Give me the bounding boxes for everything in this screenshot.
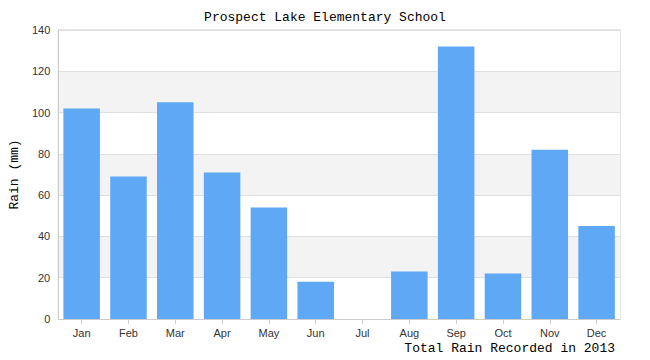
svg-text:80: 80 <box>38 148 50 160</box>
svg-text:Mar: Mar <box>166 327 185 339</box>
svg-text:Total Rain Recorded in 2013: Total Rain Recorded in 2013 <box>404 341 615 356</box>
svg-text:Jun: Jun <box>307 327 325 339</box>
svg-text:100: 100 <box>32 107 50 119</box>
svg-text:120: 120 <box>32 65 50 77</box>
svg-text:Aug: Aug <box>400 327 420 339</box>
svg-text:Apr: Apr <box>214 327 231 339</box>
svg-text:Feb: Feb <box>119 327 138 339</box>
svg-text:Sep: Sep <box>446 327 466 339</box>
svg-text:May: May <box>259 327 280 339</box>
svg-text:40: 40 <box>38 230 50 242</box>
svg-text:Dec: Dec <box>587 327 607 339</box>
svg-text:Prospect Lake Elementary Schoo: Prospect Lake Elementary School <box>204 10 446 25</box>
svg-text:Jan: Jan <box>73 327 91 339</box>
svg-text:140: 140 <box>32 24 50 36</box>
svg-text:Jul: Jul <box>356 327 370 339</box>
svg-text:Rain (mm): Rain (mm) <box>7 139 22 209</box>
svg-text:0: 0 <box>44 313 50 325</box>
svg-text:Nov: Nov <box>540 327 560 339</box>
svg-text:60: 60 <box>38 189 50 201</box>
svg-text:20: 20 <box>38 272 50 284</box>
svg-text:Oct: Oct <box>494 327 511 339</box>
